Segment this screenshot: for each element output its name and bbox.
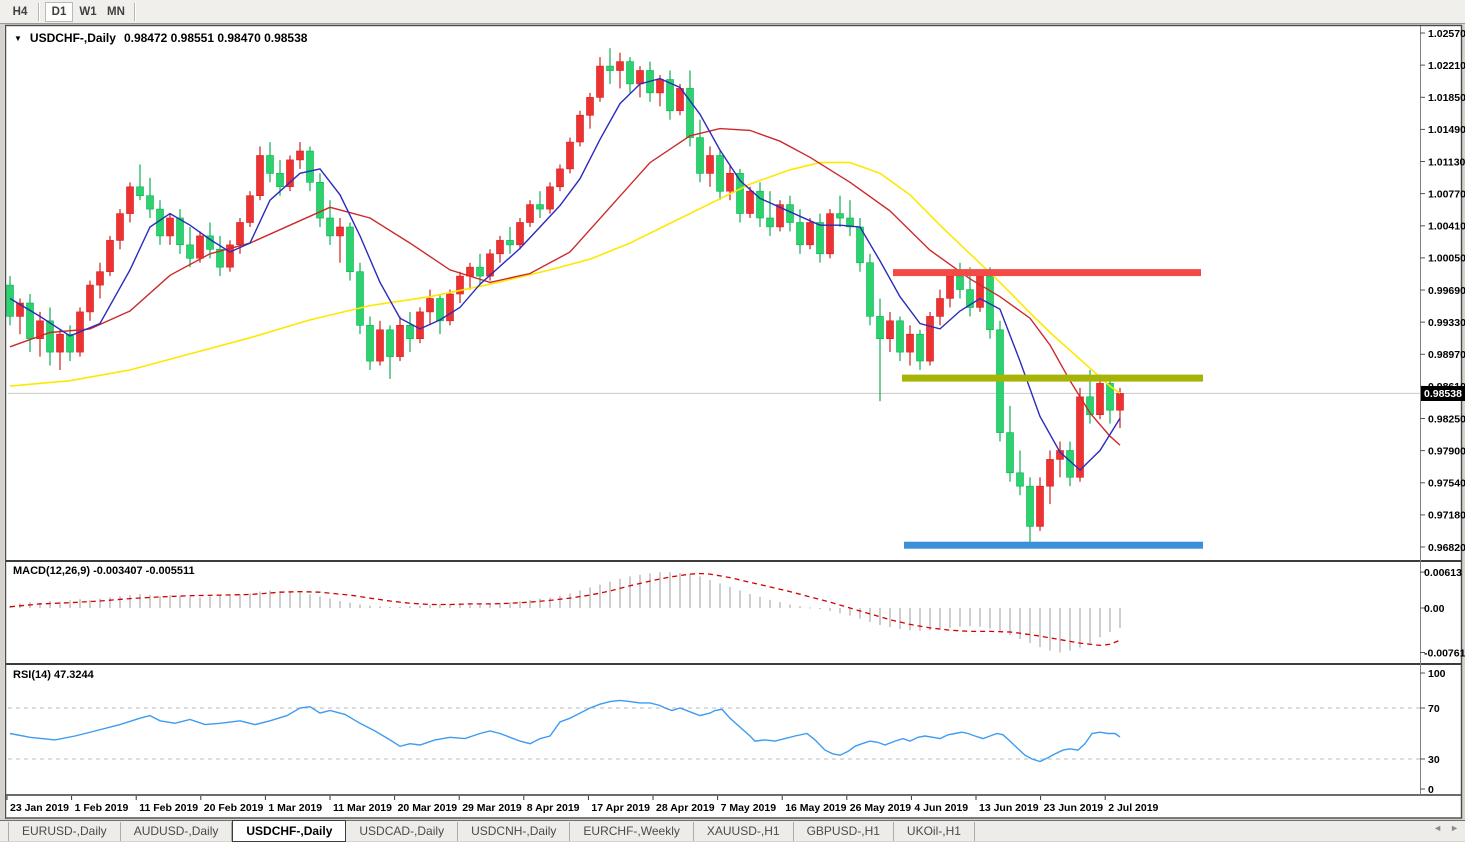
chart-tab-gbpusd[interactable]: GBPUSD-,H1 — [794, 821, 894, 841]
svg-text:1.00770: 1.00770 — [1428, 188, 1465, 200]
svg-text:0.98250: 0.98250 — [1428, 413, 1465, 425]
timeframe-button-h4[interactable]: H4 — [12, 5, 28, 18]
svg-text:11 Feb 2019: 11 Feb 2019 — [139, 802, 198, 814]
trendline-level-olive[interactable] — [902, 374, 1203, 382]
svg-text:1.01850: 1.01850 — [1428, 92, 1465, 104]
price-axis: 1.02570 1.02210 1.01850 1.01490 1.01130 1.007… — [1420, 28, 1465, 554]
ma-fast-blue-line — [9, 77, 1121, 472]
trendline-support-blue[interactable] — [904, 541, 1203, 549]
trendline-resistance-red[interactable] — [893, 269, 1201, 277]
svg-text:1.02570: 1.02570 — [1428, 28, 1465, 40]
tab-scroll-controls: ◄ ► — [1433, 823, 1459, 833]
svg-text:29 Mar 2019: 29 Mar 2019 — [462, 802, 522, 814]
rsi-axis: 100 70 30 0 — [1420, 668, 1446, 796]
chart-title: ▼ USDCHF-,Daily 0.98472 0.98551 0.98470 … — [14, 31, 307, 45]
svg-text:16 May 2019: 16 May 2019 — [785, 802, 846, 814]
chart-tab-ukoil[interactable]: UKOil-,H1 — [894, 821, 975, 841]
svg-text:23 Jun 2019: 23 Jun 2019 — [1044, 802, 1104, 814]
timeframe-button-mn[interactable]: MN — [107, 5, 125, 18]
svg-text:17 Apr 2019: 17 Apr 2019 — [591, 802, 650, 814]
svg-text:0.98970: 0.98970 — [1428, 349, 1465, 361]
svg-text:0: 0 — [1428, 784, 1434, 796]
macd-histogram — [9, 572, 1121, 653]
candles-layer — [6, 48, 1124, 545]
date-axis: 23 Jan 2019 1 Feb 2019 11 Feb 2019 20 Feb 2… — [6, 796, 1159, 814]
svg-text:11 Mar 2019: 11 Mar 2019 — [333, 802, 392, 814]
svg-text:20 Mar 2019: 20 Mar 2019 — [398, 802, 458, 814]
macd-signal-line — [9, 572, 1121, 647]
svg-text:0.96820: 0.96820 — [1428, 542, 1465, 554]
timeframe-button-w1[interactable]: W1 — [79, 5, 97, 18]
macd-axis: 0.00613 0.00 -0.007612 — [1420, 567, 1465, 659]
chart-window[interactable] — [4, 25, 1462, 818]
timeframe-toolbar: H4 D1 W1 MN — [0, 0, 1465, 24]
ma-slow-yellow-line — [9, 161, 1121, 394]
svg-text:13 Jun 2019: 13 Jun 2019 — [979, 802, 1039, 814]
svg-text:0.00613: 0.00613 — [1424, 567, 1462, 579]
chart-ohlc-values: 0.98472 0.98551 0.98470 0.98538 — [123, 31, 308, 45]
svg-text:1.02210: 1.02210 — [1428, 60, 1465, 72]
svg-text:1.01130: 1.01130 — [1428, 156, 1465, 168]
ma-mid-red-line — [9, 127, 1121, 446]
svg-text:0.97900: 0.97900 — [1428, 445, 1465, 457]
svg-text:8 Apr 2019: 8 Apr 2019 — [527, 802, 580, 814]
tab-scroll-left-icon[interactable]: ◄ — [1433, 823, 1443, 833]
chart-tab-eurchf[interactable]: EURCHF-,Weekly — [570, 821, 694, 841]
svg-text:70: 70 — [1428, 703, 1440, 715]
svg-text:30: 30 — [1428, 754, 1440, 766]
current-price-marker: 0.98538 — [1421, 386, 1465, 401]
svg-text:7 May 2019: 7 May 2019 — [721, 802, 777, 814]
svg-text:4 Jun 2019: 4 Jun 2019 — [914, 802, 968, 814]
chart-tab-usdcnh[interactable]: USDCNH-,Daily — [458, 821, 571, 841]
svg-text:0.00: 0.00 — [1424, 603, 1445, 615]
svg-text:0.99330: 0.99330 — [1428, 317, 1465, 329]
svg-text:26 May 2019: 26 May 2019 — [850, 802, 911, 814]
chart-tab-bar: EURUSD-,Daily AUDUSD-,Daily USDCHF-,Daily U… — [0, 819, 1465, 842]
chart-title-dropdown-icon[interactable]: ▼ — [14, 33, 22, 43]
tab-scroll-right-icon[interactable]: ► — [1450, 823, 1459, 833]
chart-tab-xauusd[interactable]: XAUUSD-,H1 — [694, 821, 794, 841]
svg-text:1.00410: 1.00410 — [1428, 221, 1465, 233]
svg-text:28 Apr 2019: 28 Apr 2019 — [656, 802, 715, 814]
svg-text:23 Jan 2019: 23 Jan 2019 — [10, 802, 69, 814]
svg-text:0.97540: 0.97540 — [1428, 478, 1465, 490]
svg-text:-0.007612: -0.007612 — [1424, 647, 1465, 659]
chart-tab-usdchf[interactable]: USDCHF-,Daily — [232, 819, 347, 842]
rsi-indicator-label: RSI(14) 47.3244 — [13, 669, 94, 681]
toolbar-separator — [38, 2, 40, 21]
chart-tab-eurusd[interactable]: EURUSD-,Daily — [8, 821, 121, 841]
svg-text:100: 100 — [1428, 668, 1446, 680]
svg-text:0.99690: 0.99690 — [1428, 285, 1465, 297]
toolbar-separator — [134, 2, 136, 21]
chart-window-border — [4, 24, 1463, 819]
chart-tab-audusd[interactable]: AUDUSD-,Daily — [121, 821, 233, 841]
svg-text:1 Feb 2019: 1 Feb 2019 — [75, 802, 129, 814]
svg-text:1 Mar 2019: 1 Mar 2019 — [268, 802, 322, 814]
svg-text:20 Feb 2019: 20 Feb 2019 — [204, 802, 264, 814]
chart-symbol-label: USDCHF-,Daily — [29, 31, 116, 45]
macd-indicator-label: MACD(12,26,9) -0.003407 -0.005511 — [13, 565, 195, 577]
svg-text:1.01490: 1.01490 — [1428, 124, 1465, 136]
svg-text:2 Jul 2019: 2 Jul 2019 — [1108, 802, 1158, 814]
svg-text:1.00050: 1.00050 — [1428, 253, 1465, 265]
rsi-line — [9, 699, 1121, 763]
svg-text:0.97180: 0.97180 — [1428, 510, 1465, 522]
timeframe-button-d1[interactable]: D1 — [45, 1, 73, 22]
chart-tab-usdcad[interactable]: USDCAD-,Daily — [346, 821, 459, 841]
